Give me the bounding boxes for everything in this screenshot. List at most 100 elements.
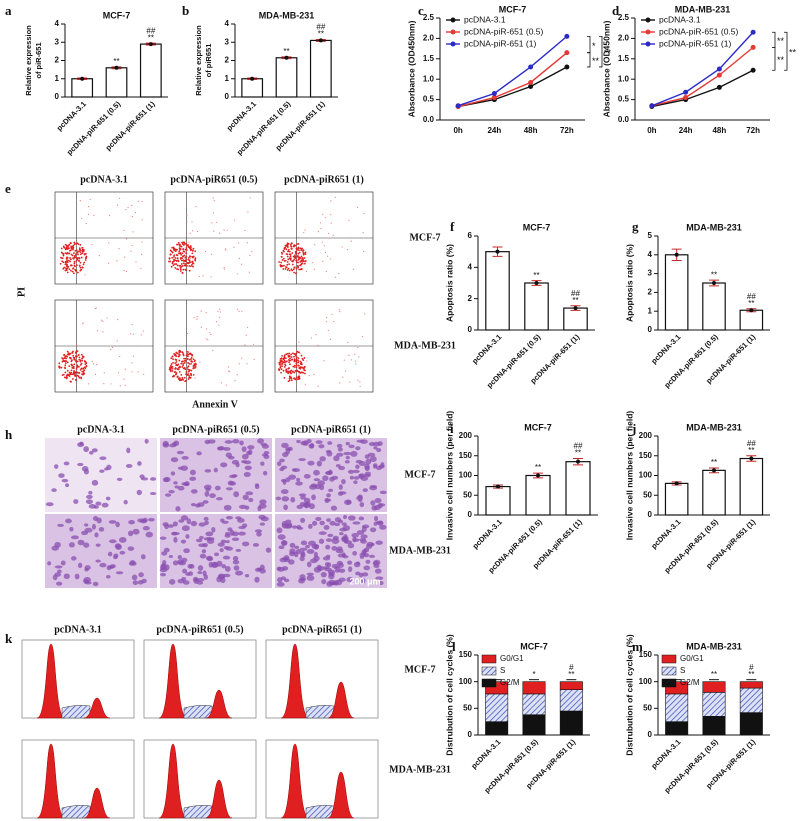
cell: [205, 487, 211, 492]
cell: [244, 465, 252, 471]
cell: [375, 540, 383, 545]
y-axis-label: Distrubution of cell cycles (%): [444, 634, 454, 756]
cell-dot: [313, 268, 315, 270]
bar: [275, 57, 298, 98]
cell: [84, 565, 91, 571]
cell: [369, 527, 377, 533]
cell-dot: [70, 380, 73, 383]
y-axis-label: Invasive cell numbers (per field): [624, 411, 634, 541]
x-tick-label: pcDNA-3.1: [470, 332, 503, 365]
cell-dot: [293, 254, 296, 257]
cell-dot: [87, 213, 90, 215]
cell: [339, 532, 344, 536]
cell-dot: [362, 335, 364, 338]
bar-segment: [485, 721, 509, 736]
cell: [335, 579, 343, 586]
cell-dot: [180, 362, 183, 365]
cell: [338, 484, 343, 490]
cell-dot: [58, 362, 61, 365]
cell: [339, 527, 347, 532]
cell-dot: [106, 317, 108, 319]
cell-dot: [297, 266, 300, 269]
cell-dot: [63, 246, 66, 249]
s-phase: [61, 805, 91, 819]
cell: [252, 543, 260, 547]
y-tick-label: 0: [648, 730, 653, 739]
cell: [282, 452, 289, 458]
cell: [183, 482, 190, 487]
cell: [347, 560, 353, 565]
cell: [189, 476, 197, 481]
cell-dot: [73, 261, 76, 263]
cell: [342, 514, 348, 520]
cell-dot: [287, 242, 290, 245]
bar: [525, 474, 551, 516]
cell-dot: [285, 368, 288, 371]
legend-swatch: [645, 17, 651, 23]
cell-dot: [300, 255, 303, 258]
cell: [141, 578, 147, 584]
cell-dot: [301, 262, 304, 265]
cell-dot: [100, 319, 103, 321]
cell-dot: [303, 232, 305, 234]
cell: [239, 440, 244, 446]
cell: [335, 548, 344, 554]
cell: [181, 557, 188, 563]
cell: [83, 446, 89, 453]
cell: [190, 502, 197, 507]
cell-dot: [295, 366, 298, 369]
cell-dot: [185, 249, 188, 251]
y-tick-label: 1: [225, 74, 230, 83]
cell-dot: [185, 247, 188, 249]
cell: [256, 531, 262, 537]
panel-letter: j: [631, 421, 636, 436]
x-tick-label: 24h: [487, 126, 501, 135]
cell-dot: [172, 375, 174, 378]
cell-dot: [118, 248, 120, 250]
cell: [245, 491, 254, 496]
cell-dot: [189, 258, 191, 260]
cell-dot: [296, 249, 298, 251]
bracket: [599, 35, 603, 68]
cell-dot: [298, 256, 301, 259]
cell: [306, 575, 315, 581]
cell-dot: [71, 378, 74, 380]
point: [716, 84, 722, 90]
cell-dot: [354, 353, 356, 355]
cell-dot: [75, 249, 78, 252]
cell-dot: [64, 366, 66, 369]
cell: [241, 453, 249, 460]
cell-dot: [299, 260, 302, 263]
cell: [275, 496, 282, 501]
chart-title: MCF-7: [524, 422, 552, 432]
cell: [313, 478, 321, 482]
cell: [288, 474, 297, 480]
cell-dot: [325, 321, 328, 323]
cell-dot: [182, 378, 185, 381]
cell-dot: [67, 352, 70, 355]
cell-dot: [83, 253, 86, 255]
cell-dot: [71, 254, 74, 257]
x-tick-label: pcDNA-3.1: [225, 99, 258, 132]
cell: [324, 567, 332, 572]
cell: [363, 565, 371, 571]
y-tick-label: 4: [468, 262, 473, 271]
cell-dot: [170, 357, 173, 360]
cell: [220, 518, 225, 523]
cell-dot: [76, 374, 79, 377]
cell-dot: [168, 260, 170, 263]
cell: [60, 560, 66, 566]
cell: [308, 503, 315, 510]
y-tick-label: 50: [643, 703, 652, 712]
point: [528, 84, 534, 90]
cell-dot: [66, 271, 69, 274]
cell-dot: [62, 267, 65, 270]
cell: [379, 490, 387, 495]
cell: [189, 469, 196, 476]
cell: [257, 438, 265, 444]
cell-dot: [82, 263, 85, 266]
cell-dot: [64, 362, 67, 365]
cell-dot: [286, 269, 289, 271]
cell-dot: [177, 353, 180, 355]
cell-dot: [219, 308, 221, 310]
